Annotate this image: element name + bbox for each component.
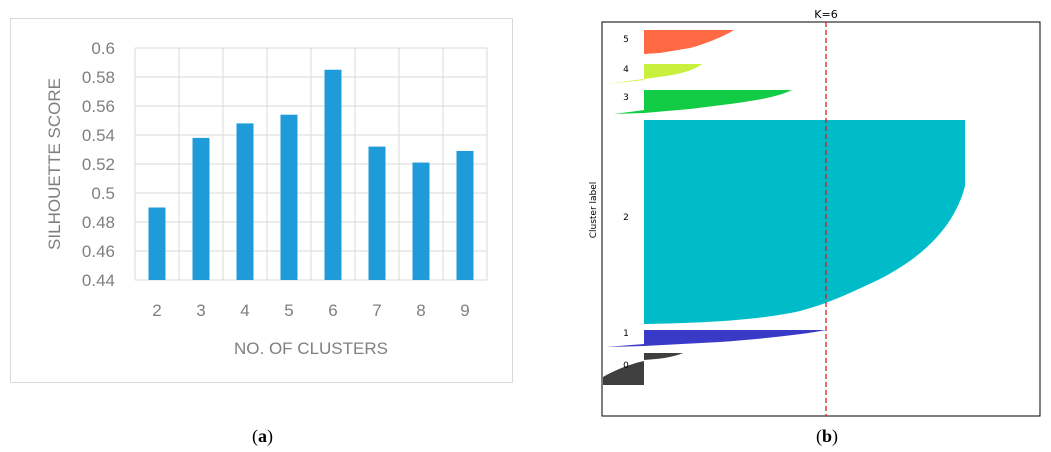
y-tick-label: 0.56 — [82, 97, 115, 116]
cluster-1-silhouette — [606, 330, 826, 347]
y-axis-label: SILHOUETTE SCORE — [45, 78, 64, 250]
cluster-5-silhouette — [644, 30, 734, 54]
cluster-0-silhouette — [603, 353, 683, 385]
bar — [456, 150, 474, 280]
caption-b: (b) — [816, 426, 839, 446]
cluster-label: 4 — [623, 65, 629, 75]
cluster-3-silhouette — [614, 90, 792, 114]
cluster-label: 0 — [623, 361, 629, 371]
plot-frame — [601, 21, 1041, 417]
cluster-4-silhouette — [606, 64, 702, 84]
y-tick-label: 0.48 — [82, 213, 115, 232]
y-tick-label: 0.46 — [82, 242, 115, 261]
y-tick-label: 0.6 — [91, 39, 115, 58]
x-tick-label: 7 — [372, 301, 381, 320]
cluster-label: 5 — [623, 35, 629, 45]
x-tick-label: 2 — [152, 301, 161, 320]
cluster-label: 3 — [623, 93, 629, 103]
x-tick-label: 5 — [284, 301, 293, 320]
caption-a: (a) — [252, 426, 273, 446]
x-tick-label: 8 — [416, 301, 425, 320]
x-tick-label: 4 — [240, 301, 249, 320]
chart-a: 0.44 0.46 0.48 0.5 0.52 0.54 0.56 0.58 0.6 2 3 4 5 6 7… — [45, 39, 488, 358]
cluster-label: 2 — [623, 213, 629, 223]
x-tick-label: 9 — [460, 301, 469, 320]
x-axis-label: NO. OF CLUSTERS — [234, 339, 388, 358]
y-axis-label: Cluster label — [589, 182, 599, 239]
y-tick-label: 0.54 — [82, 126, 115, 145]
bar — [280, 114, 298, 280]
y-tick-label: 0.52 — [82, 155, 115, 174]
bar — [324, 69, 342, 280]
bar — [192, 137, 210, 280]
y-tick-label: 0.5 — [91, 184, 115, 203]
bar — [412, 162, 430, 280]
x-tick-label: 3 — [196, 301, 205, 320]
bar — [236, 123, 254, 281]
y-tick-label: 0.58 — [82, 68, 115, 87]
cluster-label: 1 — [623, 329, 629, 339]
chart-title: K=6 — [814, 8, 837, 21]
bar — [368, 146, 386, 280]
cluster-2-silhouette — [644, 120, 965, 324]
x-tick-label: 6 — [328, 301, 337, 320]
chart-a-frame — [10, 18, 513, 383]
bar — [148, 207, 166, 280]
y-tick-label: 0.44 — [82, 271, 115, 290]
